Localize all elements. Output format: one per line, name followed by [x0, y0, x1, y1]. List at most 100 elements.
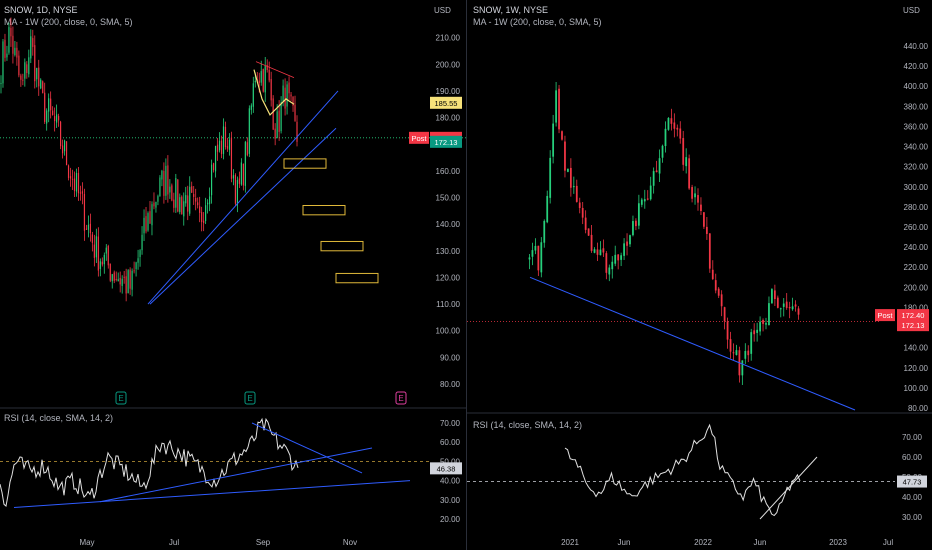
- left-candle-body: [161, 170, 163, 180]
- right-candle-body: [788, 306, 791, 309]
- left-channel-top: [255, 61, 295, 78]
- right-candle-body: [558, 88, 560, 130]
- left-candle-body: [69, 176, 72, 179]
- right-y-tick-label: 320.00: [904, 163, 929, 172]
- right-candle-body: [552, 123, 555, 157]
- right-y-tick-label: 120.00: [904, 364, 929, 373]
- right-candle-body: [797, 308, 800, 315]
- right-candle-body: [661, 145, 664, 158]
- right-rsi-label: RSI (14, close, SMA, 14, 2): [473, 420, 582, 430]
- left-candle-body: [65, 141, 68, 166]
- left-candle-body: [171, 185, 173, 201]
- left-candle-body: [294, 104, 296, 121]
- right-candle-body: [714, 280, 717, 291]
- right-x-tick-label: Jun: [618, 538, 631, 547]
- left-candle-body: [87, 224, 90, 230]
- left-candle-body: [197, 202, 199, 206]
- right-rsi-trend: [759, 456, 818, 520]
- right-panel[interactable]: SNOW, 1W, NYSE MA - 1W (200, close, 0, S…: [467, 5, 932, 547]
- right-candle-body: [649, 185, 652, 200]
- left-candle-body: [129, 269, 131, 289]
- right-candle-body: [700, 204, 702, 211]
- earnings-marker-label: E: [398, 394, 403, 403]
- left-candle-body: [224, 126, 227, 147]
- left-candle-body: [276, 111, 278, 138]
- price-tag-bg: [430, 135, 462, 148]
- right-candle-body: [703, 212, 705, 227]
- left-candle-body: [103, 254, 105, 265]
- left-candle-body: [131, 270, 133, 290]
- left-candle-body: [183, 201, 185, 217]
- left-rsi-trend-3: [251, 422, 363, 474]
- right-candle-body: [785, 301, 788, 308]
- right-indicator-label: MA - 1W (200, close, 0, SMA, 5): [473, 17, 602, 27]
- left-candle-body: [117, 279, 119, 282]
- right-candle-body: [708, 233, 711, 269]
- right-y-tick-label: 80.00: [908, 404, 929, 413]
- left-ma-curve: [253, 69, 295, 116]
- right-price-tag-label-bg: [875, 309, 895, 322]
- right-candle-body: [664, 128, 667, 147]
- right-candle-body: [711, 269, 714, 280]
- left-candle-body: [77, 172, 80, 194]
- left-candle-body: [282, 85, 284, 102]
- right-candle-body: [575, 185, 578, 202]
- earnings-marker[interactable]: [395, 391, 407, 405]
- left-panel[interactable]: SNOW, 1D, NYSE MA - 1W (200, close, 0, S…: [0, 5, 466, 547]
- left-candle-body: [115, 278, 117, 280]
- right-candle-body: [555, 90, 557, 123]
- left-candle-body: [222, 126, 225, 154]
- left-y-tick-label: 160.00: [436, 167, 461, 176]
- right-chart-title: SNOW, 1W, NYSE: [473, 5, 548, 15]
- right-candle-body: [643, 199, 646, 202]
- left-rsi-y-tick-label: 70.00: [440, 419, 461, 428]
- left-candle-body: [244, 141, 246, 186]
- right-y-tick-label: 440.00: [904, 42, 929, 51]
- right-x-tick-label: 2021: [561, 538, 579, 547]
- left-candle-body: [210, 164, 213, 196]
- left-rsi-y-tick-label: 20.00: [440, 515, 461, 524]
- left-candle-body: [149, 211, 151, 224]
- right-candle-body: [635, 220, 637, 227]
- right-y-tick-label: 220.00: [904, 263, 929, 272]
- right-y-tick-label: 100.00: [904, 384, 929, 393]
- price-tag-label: Post: [411, 134, 427, 143]
- right-candle-body: [676, 127, 679, 130]
- left-candle-body: [40, 79, 42, 89]
- left-candle-body: [250, 105, 252, 110]
- left-candle-body: [111, 274, 113, 282]
- right-y-tick-label: 260.00: [904, 223, 929, 232]
- right-candle-body: [791, 306, 794, 310]
- left-candle-body: [208, 196, 211, 205]
- right-y-tick-label: 400.00: [904, 82, 929, 91]
- right-candle-body: [720, 294, 723, 307]
- left-rsi-y-tick-label: 30.00: [440, 496, 461, 505]
- right-candle-body: [679, 128, 682, 139]
- left-candle-body: [181, 196, 183, 215]
- right-candles: [528, 81, 800, 385]
- right-candle-body: [744, 350, 747, 359]
- right-candle-body: [765, 323, 767, 325]
- earnings-marker[interactable]: [244, 391, 256, 405]
- left-y-tick-label: 120.00: [436, 273, 461, 282]
- left-candle-body: [175, 178, 177, 208]
- left-trendlines: [147, 61, 339, 305]
- right-candle-body: [753, 330, 756, 335]
- left-candle-body: [38, 67, 40, 87]
- left-candle-body: [20, 75, 22, 80]
- right-candle-body: [646, 198, 649, 200]
- left-candle-body: [44, 92, 46, 122]
- left-candle-body: [212, 163, 215, 171]
- left-candle-body: [6, 53, 8, 58]
- right-price-tag-bg: [897, 309, 929, 322]
- left-candle-body: [133, 270, 135, 272]
- right-candle-body: [670, 118, 673, 124]
- right-candle-body: [623, 243, 625, 256]
- left-candle-body: [151, 204, 153, 226]
- right-candle-body: [794, 304, 797, 307]
- earnings-marker[interactable]: [115, 391, 127, 405]
- left-candle-body: [268, 69, 270, 81]
- left-candle-body: [89, 223, 91, 234]
- left-candle-body: [286, 84, 288, 107]
